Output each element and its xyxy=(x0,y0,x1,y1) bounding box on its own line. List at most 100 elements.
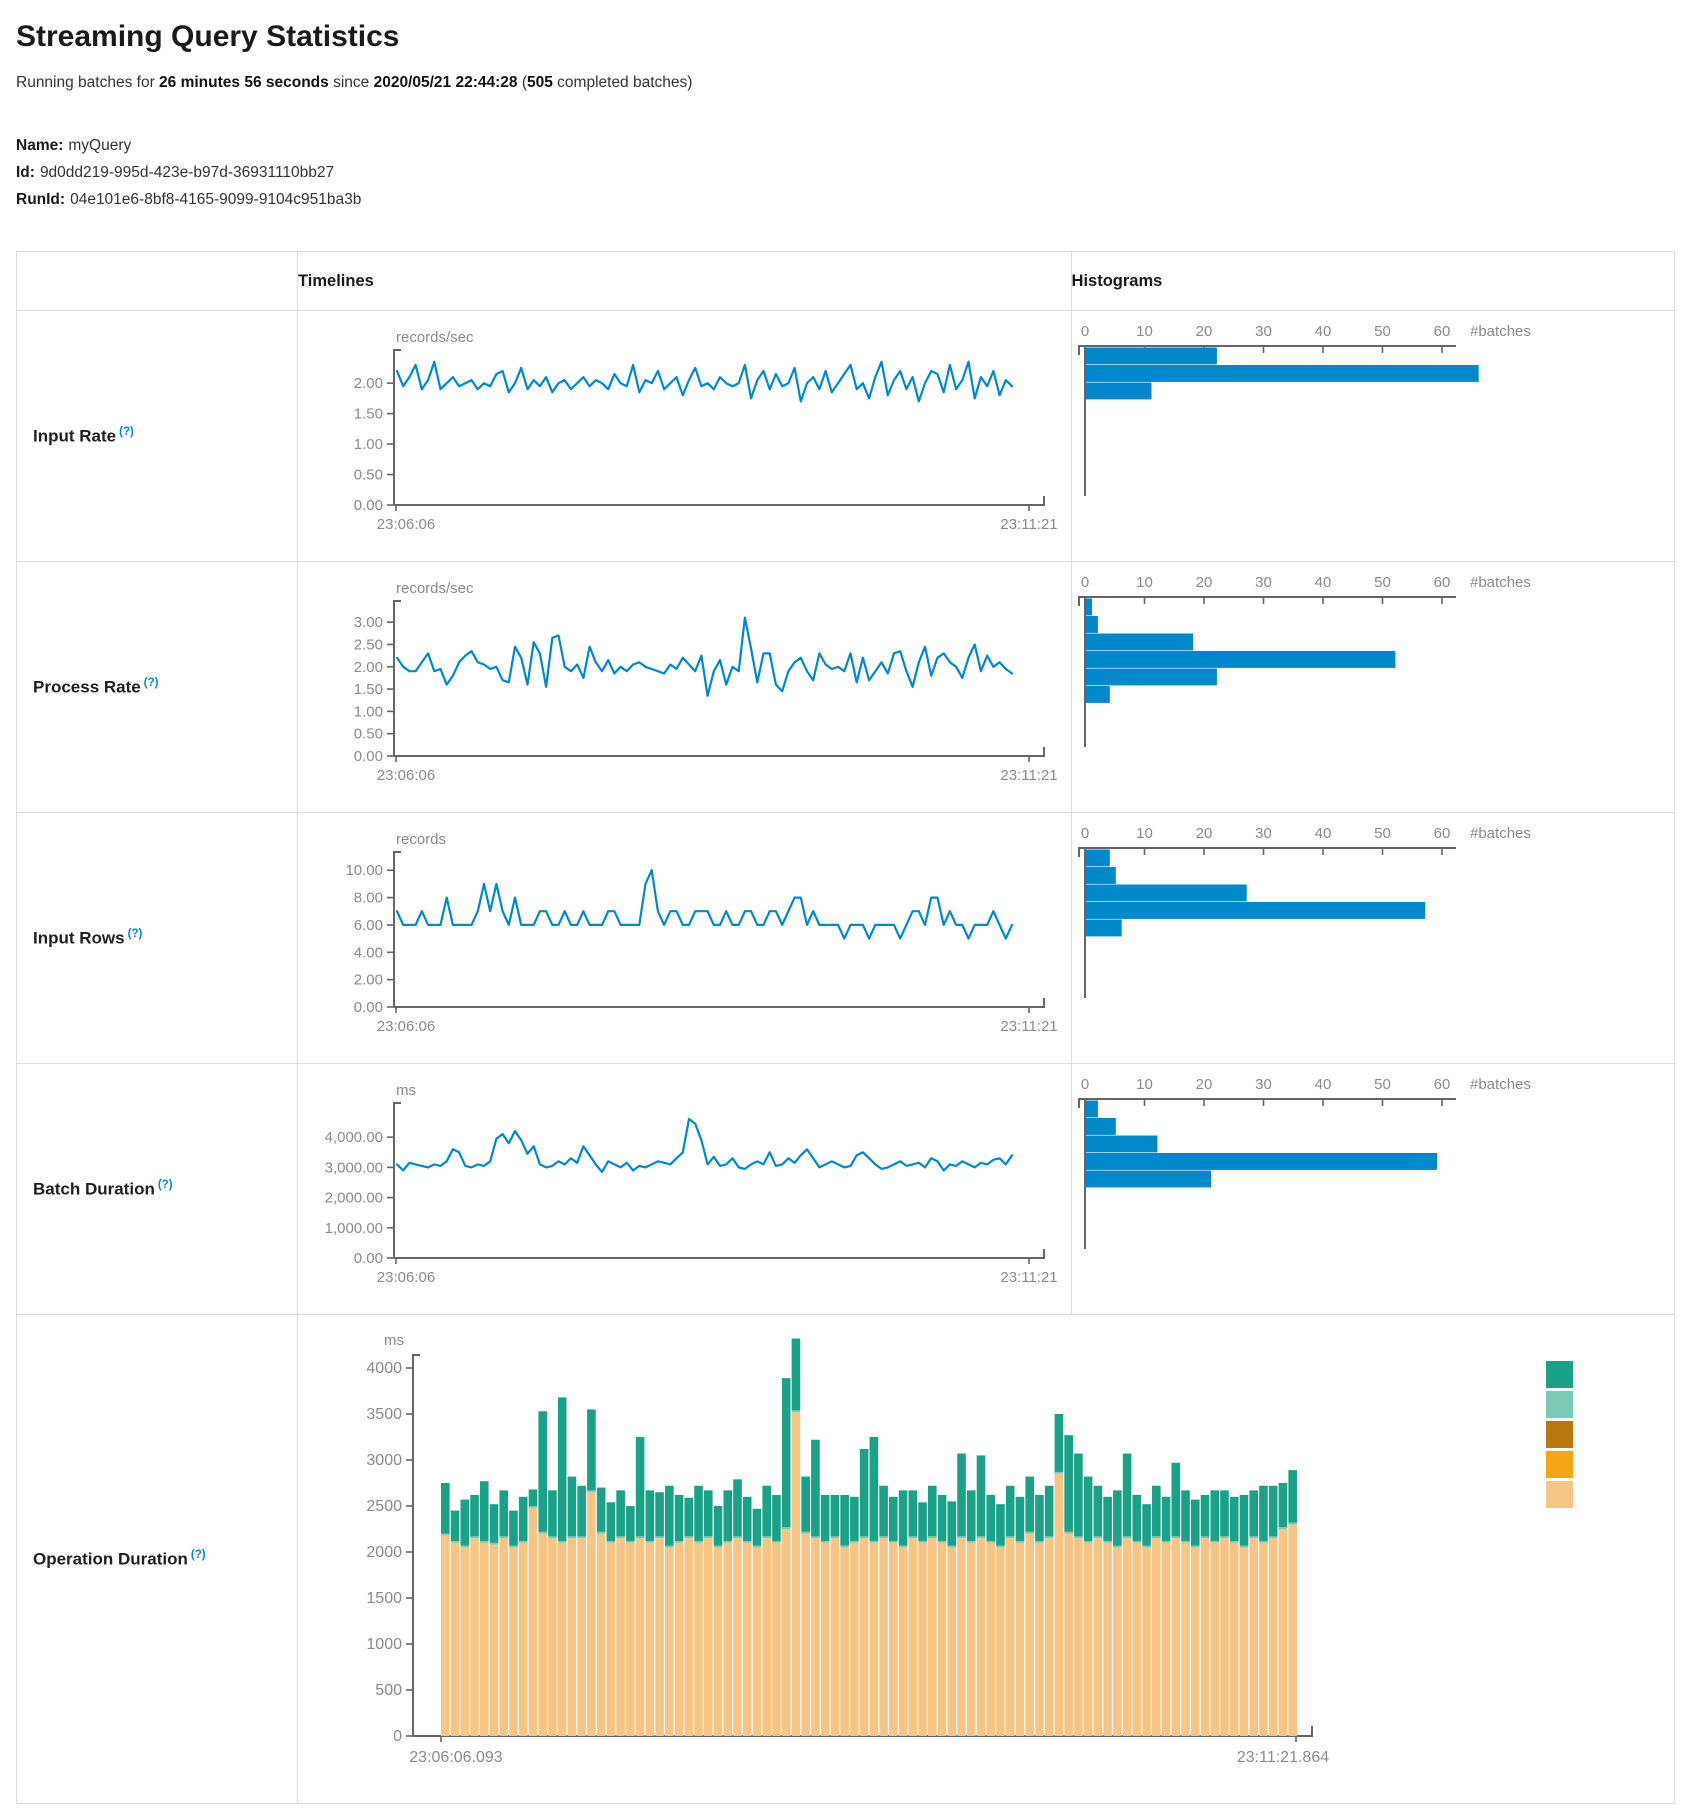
input-rate-label-cell: Input Rate (?) xyxy=(16,310,298,562)
operation-duration-legend xyxy=(1546,1361,1573,1508)
svg-text:20: 20 xyxy=(1195,574,1212,591)
svg-text:40: 40 xyxy=(1314,825,1331,842)
svg-text:10: 10 xyxy=(1136,574,1153,591)
svg-text:23:06:06: 23:06:06 xyxy=(377,767,435,784)
svg-text:40: 40 xyxy=(1314,574,1331,591)
operation-duration-label: Operation Duration xyxy=(33,1549,188,1569)
svg-text:23:11:21: 23:11:21 xyxy=(1000,1018,1057,1035)
table-header-row: Timelines Histograms xyxy=(16,251,1676,311)
summary-paren: ( xyxy=(517,74,527,91)
svg-text:60: 60 xyxy=(1433,323,1450,340)
svg-text:1000: 1000 xyxy=(366,1636,402,1653)
summary-prefix: Running batches for xyxy=(16,74,160,91)
input-rows-histogram-chart: 0 10 20 30 40 50 60 #batches xyxy=(1072,814,1674,1062)
svg-text:4000: 4000 xyxy=(366,1360,402,1377)
svg-text:2.50: 2.50 xyxy=(354,636,383,653)
query-id-value: 9d0dd219-995d-423e-b97d-36931110bb27 xyxy=(39,164,335,181)
summary-timestamp: 2020/05/21 22:44:28 xyxy=(373,74,518,91)
svg-text:0: 0 xyxy=(1080,323,1088,340)
process-rate-row: Process Rate (?) records/sec 3.00 2.50 2.00 1… xyxy=(16,561,1676,813)
svg-text:2.00: 2.00 xyxy=(354,375,383,392)
svg-text:20: 20 xyxy=(1195,825,1212,842)
process-rate-label: Process Rate xyxy=(33,677,141,697)
svg-text:0: 0 xyxy=(393,1728,402,1745)
svg-text:30: 30 xyxy=(1255,323,1272,340)
operation-duration-help-icon[interactable]: (?) xyxy=(190,1548,206,1561)
query-name-value: myQuery xyxy=(68,137,132,154)
operation-duration-row: Operation Duration (?) ms 4000 3500 3000 2500… xyxy=(16,1314,1675,1804)
svg-text:4,000.00: 4,000.00 xyxy=(325,1129,383,1146)
svg-text:8.00: 8.00 xyxy=(354,890,383,907)
svg-text:23:06:06: 23:06:06 xyxy=(377,1269,435,1286)
query-runid-value: 04e101e6-8bf8-4165-9099-9104c951ba3b xyxy=(70,191,362,208)
svg-text:2.00: 2.00 xyxy=(354,972,383,989)
svg-text:10: 10 xyxy=(1136,825,1153,842)
svg-text:records/sec: records/sec xyxy=(396,329,474,346)
operation-duration-label-cell: Operation Duration (?) xyxy=(16,1314,298,1804)
legend-swatch xyxy=(1546,1481,1573,1508)
svg-text:0: 0 xyxy=(1080,825,1088,842)
svg-text:ms: ms xyxy=(384,1332,404,1349)
svg-text:0: 0 xyxy=(1080,574,1088,591)
input-rows-label-cell: Input Rows (?) xyxy=(16,812,298,1064)
input-rate-help-icon[interactable]: (?) xyxy=(119,425,134,438)
batch-duration-label: Batch Duration xyxy=(33,1179,155,1199)
input-rows-label: Input Rows xyxy=(33,928,125,948)
query-name-row: Name: myQuery xyxy=(16,132,1677,159)
batch-duration-help-icon[interactable]: (?) xyxy=(157,1178,173,1191)
svg-text:2000: 2000 xyxy=(366,1544,402,1561)
batch-duration-timeline-chart: ms 4,000.00 3,000.00 2,000.00 1,000.00 0.00 23… xyxy=(298,1065,1071,1313)
summary-since: since xyxy=(328,74,374,91)
svg-text:1500: 1500 xyxy=(366,1590,402,1607)
input-rate-timeline-chart: records/sec 2.00 1.50 1.00 0.50 0.00 23:06:06 2… xyxy=(298,312,1071,560)
svg-text:2.00: 2.00 xyxy=(354,659,383,676)
process-rate-histogram-chart: 0 10 20 30 40 50 60 #batches xyxy=(1072,563,1674,811)
running-summary: Running batches for 26 minutes 56 second… xyxy=(16,74,1677,92)
svg-text:23:11:21: 23:11:21 xyxy=(1000,767,1057,784)
svg-text:3000: 3000 xyxy=(366,1452,402,1469)
svg-text:23:06:06: 23:06:06 xyxy=(377,516,435,533)
legend-swatch xyxy=(1546,1361,1573,1388)
runid-label: RunId: xyxy=(16,191,66,208)
svg-text:2,000.00: 2,000.00 xyxy=(325,1190,383,1207)
summary-batch-count: 505 xyxy=(526,74,553,91)
input-rate-label: Input Rate xyxy=(33,426,117,446)
input-rows-row: Input Rows (?) records 10.00 8.00 6.00 4.00 2.… xyxy=(16,812,1676,1064)
input-rows-help-icon[interactable]: (?) xyxy=(127,927,143,940)
svg-text:50: 50 xyxy=(1374,825,1391,842)
svg-text:50: 50 xyxy=(1374,1076,1391,1093)
operation-duration-stacked-chart: ms 4000 3500 3000 2500 2000 1500 1000 500 0 23:06:… xyxy=(298,1317,1674,1801)
svg-text:4.00: 4.00 xyxy=(354,944,383,961)
process-rate-help-icon[interactable]: (?) xyxy=(143,676,159,689)
svg-text:10: 10 xyxy=(1136,323,1153,340)
summary-suffix: completed batches) xyxy=(552,74,693,91)
svg-text:0.00: 0.00 xyxy=(354,999,383,1016)
timelines-column-header: Timelines xyxy=(297,251,1072,311)
query-id-row: Id: 9d0dd219-995d-423e-b97d-36931110bb27 xyxy=(16,159,1677,186)
svg-text:10.00: 10.00 xyxy=(345,862,383,879)
svg-text:30: 30 xyxy=(1255,1076,1272,1093)
svg-text:0: 0 xyxy=(1080,1076,1088,1093)
input-rate-histogram-chart: 0 10 20 30 40 50 60 #batches xyxy=(1072,312,1674,560)
svg-text:23:06:06: 23:06:06 xyxy=(377,1018,435,1035)
svg-text:2500: 2500 xyxy=(366,1498,402,1515)
page-title: Streaming Query Statistics xyxy=(16,20,400,53)
svg-text:ms: ms xyxy=(396,1082,416,1099)
batch-duration-row: Batch Duration (?) ms 4,000.00 3,000.00 2,00… xyxy=(16,1063,1676,1315)
svg-text:3.00: 3.00 xyxy=(354,614,383,631)
svg-text:records/sec: records/sec xyxy=(396,580,474,597)
svg-text:#batches: #batches xyxy=(1470,825,1531,842)
svg-text:60: 60 xyxy=(1433,1076,1450,1093)
query-runid-row: RunId: 04e101e6-8bf8-4165-9099-9104c951ba… xyxy=(16,186,1677,213)
id-label: Id: xyxy=(16,164,35,181)
svg-text:1.50: 1.50 xyxy=(354,681,383,698)
batch-duration-histogram-chart: 0 10 20 30 40 50 60 #batches xyxy=(1072,1065,1674,1313)
svg-text:1,000.00: 1,000.00 xyxy=(325,1220,383,1237)
empty-header-cell xyxy=(16,251,298,311)
svg-text:23:11:21: 23:11:21 xyxy=(1000,1269,1057,1286)
svg-text:3500: 3500 xyxy=(366,1406,402,1423)
svg-text:50: 50 xyxy=(1374,574,1391,591)
svg-text:20: 20 xyxy=(1195,1076,1212,1093)
svg-text:30: 30 xyxy=(1255,574,1272,591)
svg-text:500: 500 xyxy=(375,1682,402,1699)
